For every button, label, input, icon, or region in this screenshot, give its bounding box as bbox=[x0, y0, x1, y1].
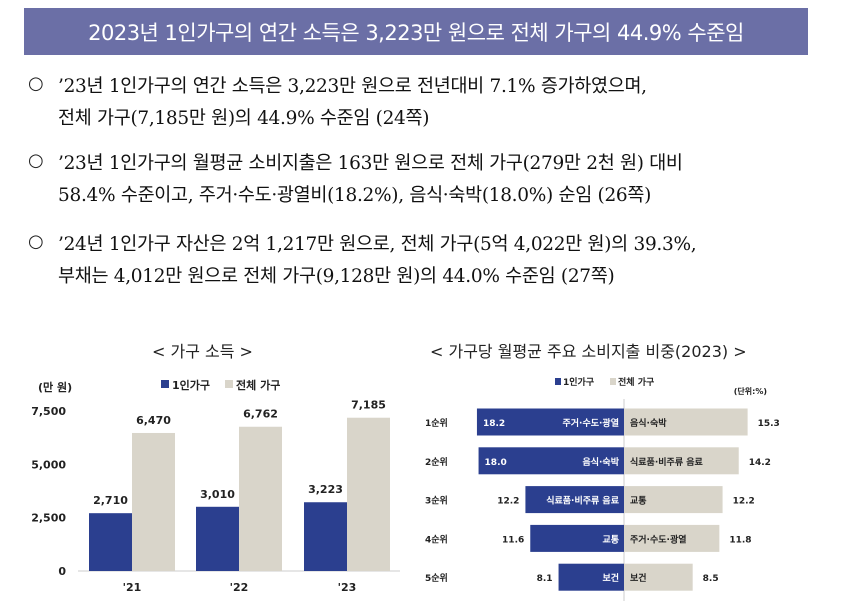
data-label: 3,223 bbox=[308, 483, 343, 496]
x-tick-label: '23 bbox=[338, 581, 357, 594]
item-label: 보건 bbox=[630, 572, 647, 584]
legend-label: 1인가구 bbox=[563, 376, 594, 388]
item-label: 음식·숙박 bbox=[582, 456, 619, 468]
item-label: 주거·수도·광열 bbox=[630, 533, 687, 545]
legend-label: 1인가구 bbox=[172, 378, 210, 392]
data-label: 18.2 bbox=[483, 419, 505, 429]
bar-total bbox=[624, 447, 739, 475]
bullet-text-line: 부채는 4,012만 원으로 전체 가구(9,128만 원)의 44.0% 수준… bbox=[58, 266, 615, 287]
bar bbox=[347, 417, 390, 571]
data-label: 3,010 bbox=[200, 488, 235, 501]
bar-single bbox=[476, 408, 624, 436]
item-label: 보건 bbox=[602, 572, 619, 584]
rank-label: 2순위 bbox=[425, 456, 448, 468]
bar bbox=[239, 426, 282, 571]
item-label: 식료품·비주류 음료 bbox=[546, 495, 620, 507]
data-label: 8.5 bbox=[703, 574, 719, 584]
bar-total bbox=[624, 563, 693, 591]
item-label: 교통 bbox=[630, 496, 647, 507]
legend-swatch-total bbox=[610, 378, 616, 385]
legend-swatch-single bbox=[555, 378, 561, 385]
unit-label: (단위:%) bbox=[734, 386, 767, 396]
data-label: 8.1 bbox=[537, 574, 553, 584]
data-label: 7,185 bbox=[351, 399, 386, 412]
data-label: 11.8 bbox=[729, 535, 751, 545]
legend-swatch-single bbox=[161, 380, 169, 388]
y-tick-label: 2,500 bbox=[31, 512, 66, 525]
data-label: 18.0 bbox=[485, 458, 507, 468]
data-label: 12.2 bbox=[497, 497, 519, 507]
bullet-text-line: 전체 가구(7,185만 원)의 44.9% 수준임 (24쪽) bbox=[58, 108, 430, 129]
data-label: 2,710 bbox=[93, 494, 128, 507]
page-title: 2023년 1인가구의 연간 소득은 3,223만 원으로 전체 가구의 44.… bbox=[88, 20, 744, 45]
bullet-text-line: ’23년 1인가구의 연간 소득은 3,223만 원으로 전년대비 7.1% 증… bbox=[58, 76, 647, 97]
item-label: 주거·수도·광열 bbox=[562, 417, 619, 429]
rank-label: 3순위 bbox=[425, 495, 448, 507]
legend-swatch-total bbox=[225, 380, 233, 388]
rank-label: 4순위 bbox=[425, 533, 448, 545]
bar bbox=[89, 513, 132, 571]
y-axis-label: (만 원) bbox=[38, 380, 72, 394]
bar bbox=[132, 432, 175, 571]
y-tick-label: 0 bbox=[58, 565, 66, 578]
bar-total bbox=[624, 524, 720, 552]
rank-label: 1순위 bbox=[425, 417, 448, 429]
y-tick-label: 7,500 bbox=[31, 405, 66, 418]
data-label: 11.6 bbox=[502, 535, 524, 545]
bar bbox=[196, 506, 239, 571]
bar-single bbox=[558, 563, 624, 591]
bullet-icon: ○ bbox=[28, 231, 44, 252]
data-label: 15.3 bbox=[758, 419, 780, 429]
bullet-text-line: 58.4% 수준이고, 주거·수도·광열비(18.2%), 음식·숙박(18.0… bbox=[58, 185, 652, 206]
item-label: 음식·숙박 bbox=[630, 417, 667, 429]
bar bbox=[304, 502, 347, 571]
page-title-banner: 2023년 1인가구의 연간 소득은 3,223만 원으로 전체 가구의 44.… bbox=[24, 8, 808, 55]
bullet-text-line: ’23년 1인가구의 월평균 소비지출은 163만 원으로 전체 가구(279만… bbox=[58, 153, 683, 174]
bullet-icon: ○ bbox=[28, 73, 44, 94]
bullet-icon: ○ bbox=[28, 150, 44, 171]
legend-label: 전체 가구 bbox=[236, 378, 280, 392]
y-tick-label: 5,000 bbox=[31, 458, 66, 471]
data-label: 6,470 bbox=[136, 414, 171, 427]
income-chart-title: < 가구 소득 > bbox=[152, 342, 253, 361]
rank-label: 5순위 bbox=[425, 572, 448, 584]
bar-total bbox=[624, 486, 723, 514]
bar-total bbox=[624, 408, 748, 436]
bar-single bbox=[530, 524, 624, 552]
bar-single bbox=[525, 486, 624, 514]
bullet-text-line: ’24년 1인가구 자산은 2억 1,217만 원으로, 전체 가구(5억 4,… bbox=[58, 234, 697, 255]
data-label: 12.2 bbox=[733, 497, 755, 507]
spending-chart-title: < 가구당 월평균 주요 소비지출 비중(2023) > bbox=[430, 342, 747, 361]
data-label: 6,762 bbox=[243, 408, 278, 421]
item-label: 교통 bbox=[602, 534, 619, 545]
legend-label: 전체 가구 bbox=[618, 376, 654, 388]
item-label: 식료품·비주류 음료 bbox=[630, 456, 704, 468]
data-label: 14.2 bbox=[749, 458, 771, 468]
income-chart: (만 원) 0 2,500 5,000 7,500 1인가구 전체 가구 2,710 6,470… bbox=[31, 378, 400, 594]
x-tick-label: '22 bbox=[230, 581, 249, 594]
x-tick-label: '21 bbox=[123, 581, 142, 594]
bar-single bbox=[478, 447, 624, 475]
